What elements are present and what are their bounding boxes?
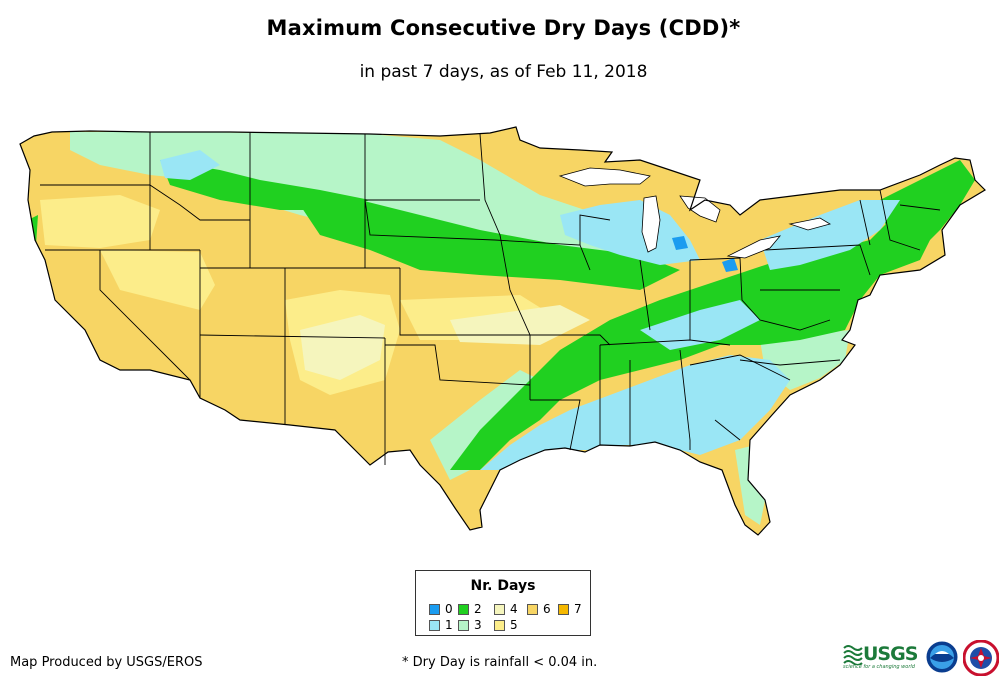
dry-day-footnote: * Dry Day is rainfall < 0.04 in. (402, 655, 598, 670)
legend-swatch-3 (458, 620, 469, 631)
legend-label-0: 0 (445, 602, 453, 616)
region-5-days-oregon (40, 195, 160, 248)
legend-item-3: 3 (458, 619, 482, 631)
legend-label-1: 1 (445, 618, 453, 632)
legend-label-5: 5 (510, 618, 518, 632)
legend-item-4: 4 (494, 603, 518, 615)
cdd-map (19, 126, 986, 536)
legend-item-1: 1 (429, 619, 453, 631)
lake-ontario (788, 217, 832, 231)
legend-label-7: 7 (574, 602, 582, 616)
legend: Nr. Days 0 1 2 3 4 5 6 7 (415, 570, 591, 636)
legend-swatch-7 (558, 604, 569, 615)
map-subtitle: in past 7 days, as of Feb 11, 2018 (359, 62, 648, 82)
legend-label-6: 6 (543, 602, 551, 616)
lake-erie (726, 235, 782, 259)
region-5-days-great-basin (100, 250, 215, 310)
legend-swatch-2 (458, 604, 469, 615)
us-outline (19, 126, 986, 536)
region-2-days-northeast (880, 160, 975, 250)
map-title: Maximum Consecutive Dry Days (CDD)* (266, 16, 741, 40)
legend-item-5: 5 (494, 619, 518, 631)
region-1-days-ohio-valley (640, 300, 760, 350)
legend-item-7: 7 (558, 603, 582, 615)
usgs-logo-text: USGS (863, 643, 918, 665)
legend-label-2: 2 (474, 602, 482, 616)
region-0-days-michigan (672, 236, 688, 250)
map-credit: Map Produced by USGS/EROS (10, 655, 203, 670)
region-2-days-northern-band (160, 160, 370, 210)
lake-huron (679, 195, 721, 223)
region-1-days-great-lakes (560, 200, 700, 265)
region-2-days-california-coast (28, 215, 38, 250)
legend-swatch-5 (494, 620, 505, 631)
legend-label-4: 4 (510, 602, 518, 616)
region-1-days-northeast (760, 200, 900, 270)
lake-michigan (641, 195, 661, 253)
region-0-days-ohio (722, 258, 738, 272)
usgs-logo-tagline: science for a changing world (843, 664, 915, 670)
nws-logo-icon (963, 640, 999, 676)
legend-swatch-1 (429, 620, 440, 631)
legend-swatch-6 (527, 604, 538, 615)
usgs-logo: USGS science for a changing world (843, 643, 921, 670)
region-1-days-montana (160, 150, 220, 180)
legend-item-6: 6 (527, 603, 551, 615)
region-1-days-south (480, 355, 790, 470)
legend-label-3: 3 (474, 618, 482, 632)
noaa-logo-icon (925, 640, 959, 674)
legend-item-0: 0 (429, 603, 453, 615)
legend-swatch-4 (494, 604, 505, 615)
legend-swatch-0 (429, 604, 440, 615)
lake-superior (558, 167, 651, 187)
legend-item-2: 2 (458, 603, 482, 615)
usgs-wave-icon (843, 645, 863, 665)
region-4-days-colorado (300, 315, 385, 380)
state-borders (40, 132, 941, 465)
legend-title: Nr. Days (470, 578, 536, 594)
region-2-days-plains-band (300, 200, 680, 290)
